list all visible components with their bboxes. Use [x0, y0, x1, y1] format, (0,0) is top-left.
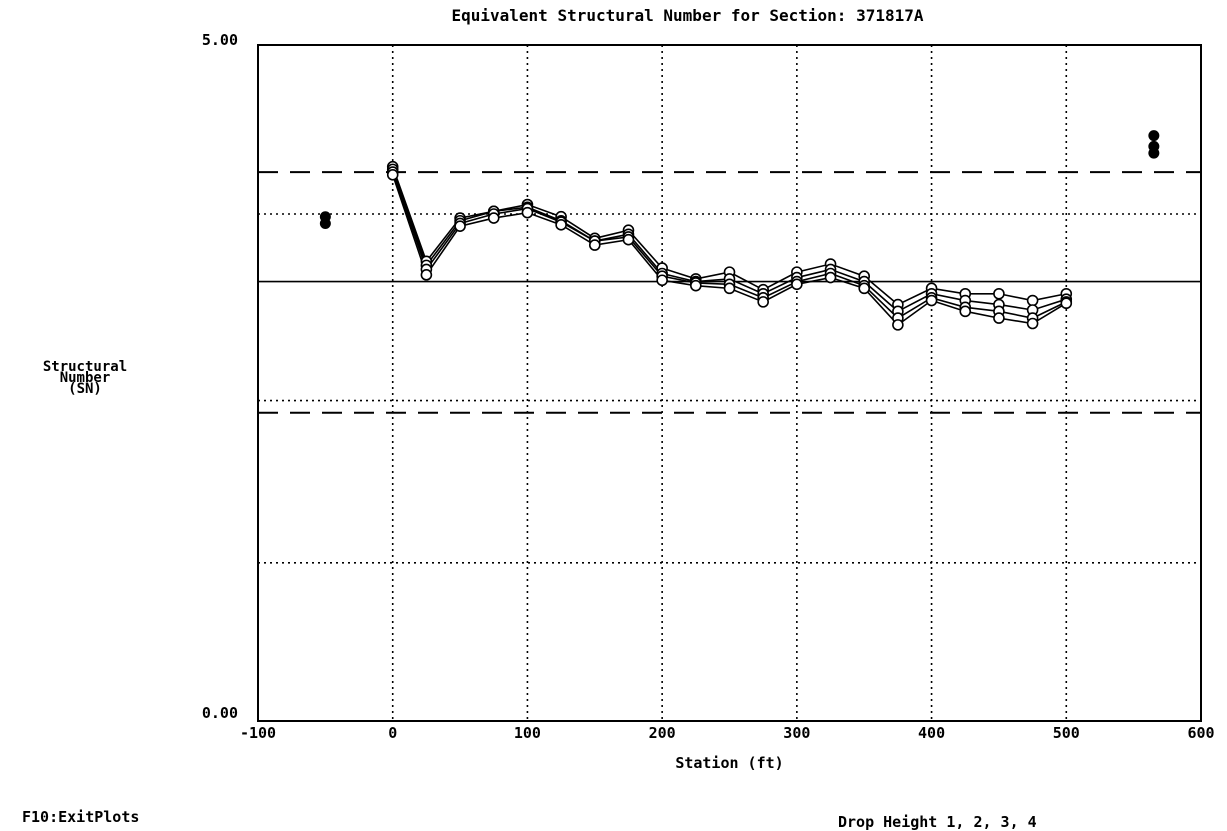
data-point-series-4 [1026, 317, 1039, 330]
data-point-series-4 [925, 294, 938, 307]
data-point-series-4 [690, 279, 702, 292]
legend-text: Drop Height 1, 2, 3, 4 [838, 813, 1037, 831]
data-point-series-4 [791, 278, 803, 291]
x-axis-label: Station (ft) [675, 754, 783, 772]
y-tick-label: 5.00 [202, 31, 238, 49]
exit-plots-hint[interactable]: F10:ExitPlots [22, 808, 140, 826]
data-point-series-4 [555, 219, 567, 231]
data-point-series-4 [656, 274, 668, 287]
outlier-point [319, 217, 331, 229]
x-tick-label: 300 [783, 724, 810, 742]
outlier-point [1148, 147, 1160, 159]
x-tick-label: 600 [1187, 724, 1214, 742]
y-axis-label-line: (SN) [68, 381, 102, 397]
data-point-series-4 [824, 271, 837, 284]
data-point-series-4 [723, 282, 736, 295]
data-point-series-4 [1060, 297, 1073, 310]
data-point-series-4 [588, 239, 601, 251]
data-point-series-4 [892, 319, 904, 331]
data-point-series-4 [757, 296, 769, 308]
y-tick-label: 0.00 [202, 704, 238, 722]
data-point-series-4 [386, 168, 399, 181]
plot-frame [257, 44, 1202, 722]
x-tick-label: 400 [918, 724, 945, 742]
y-axis-label-line: Number [59, 370, 111, 386]
x-tick-label: 100 [514, 724, 541, 742]
data-point-series-4 [487, 212, 500, 224]
x-tick-label: -100 [240, 724, 276, 742]
y-axis-label: Structural Number (SN) [4, 359, 166, 397]
data-point-series-4 [622, 233, 635, 246]
data-point-series-4 [454, 220, 466, 232]
x-tick-label: 0 [388, 724, 397, 742]
data-point-series-4 [420, 269, 433, 281]
data-point-series-4 [521, 206, 534, 219]
outlier-point [1148, 130, 1160, 142]
y-axis-label-line: Structural [42, 359, 128, 375]
data-point-series-1 [1026, 294, 1039, 307]
data-point-series-4 [993, 312, 1005, 324]
x-tick-label: 500 [1053, 724, 1080, 742]
data-point-series-4 [959, 305, 972, 318]
data-point-series-4 [858, 282, 871, 295]
chart-title: Equivalent Structural Number for Section… [451, 6, 924, 25]
x-tick-label: 200 [649, 724, 676, 742]
data-point-series-1 [993, 287, 1005, 300]
